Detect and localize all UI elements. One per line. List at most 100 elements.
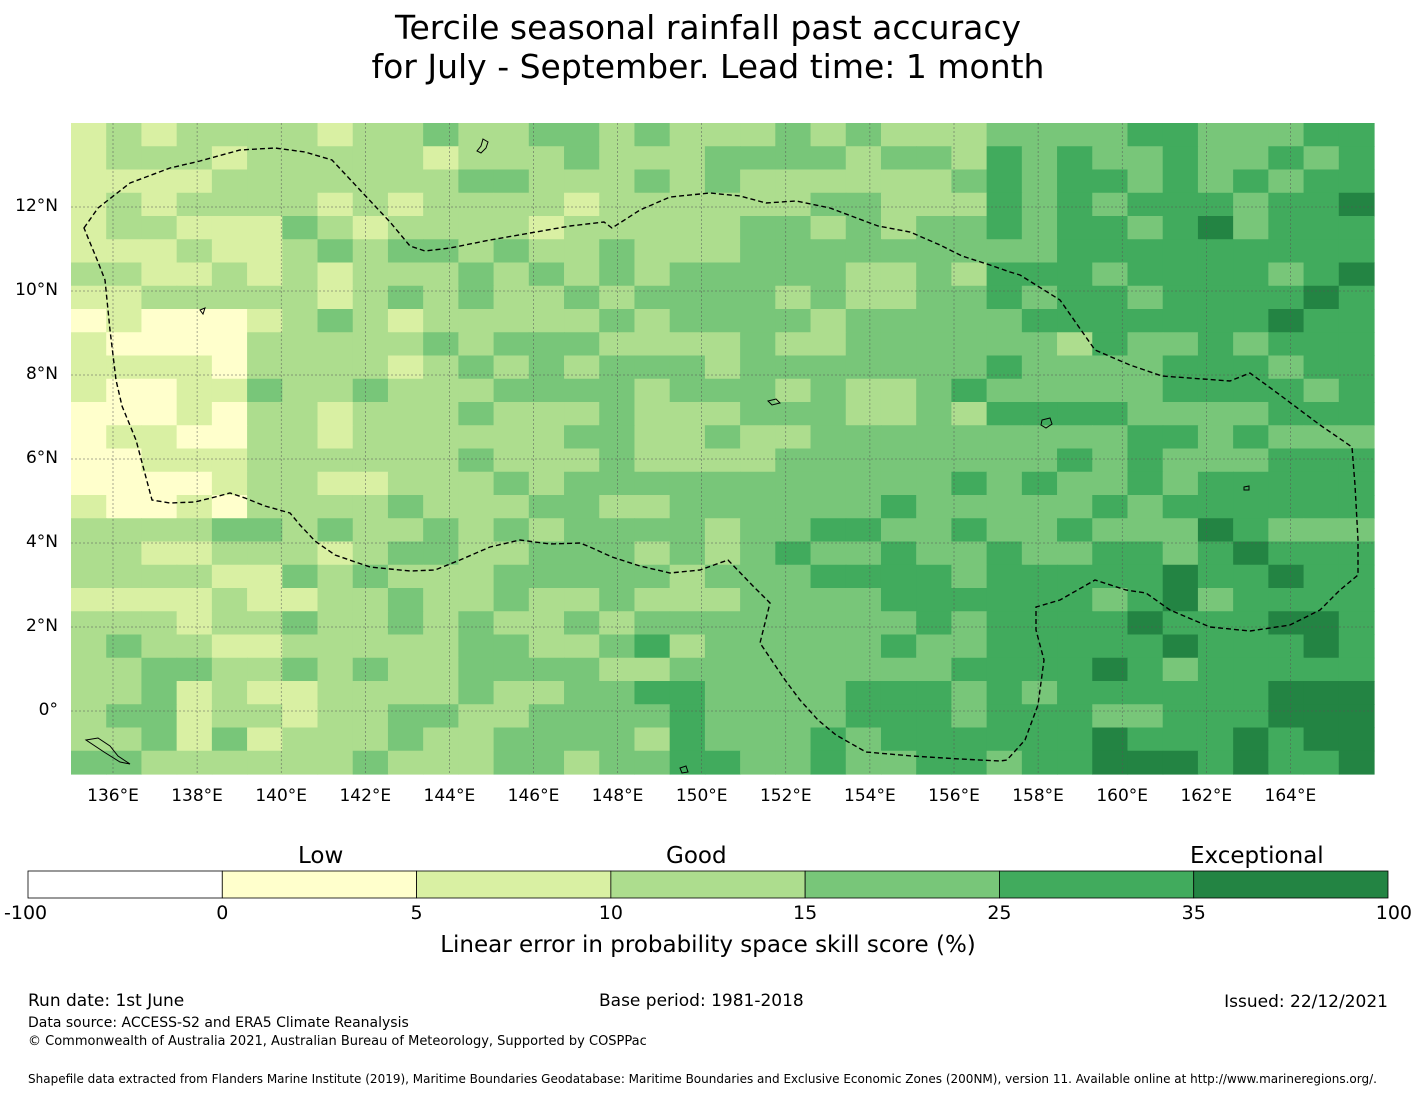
grid-cell [1197, 727, 1234, 752]
grid-cell [1303, 448, 1340, 473]
grid-cell [845, 588, 882, 612]
grid-cell [775, 192, 812, 217]
grid-cell [106, 123, 143, 147]
grid-cell [352, 239, 389, 264]
grid-cell [1057, 750, 1093, 775]
grid-cell [704, 495, 741, 519]
grid-cell [880, 285, 917, 310]
grid-cell [1127, 750, 1164, 775]
grid-cell [528, 518, 565, 543]
grid-cell [71, 588, 107, 612]
grid-cell [951, 402, 988, 426]
grid-cell [704, 518, 741, 543]
grid-cell [1162, 425, 1199, 450]
x-tick-label: 160°E [1096, 786, 1149, 806]
grid-cell [775, 216, 812, 240]
colorbar-tick-label: 25 [987, 902, 1012, 924]
grid-cell [951, 588, 988, 612]
grid-cell [564, 588, 600, 612]
grid-cell [916, 216, 953, 240]
grid-cell [458, 518, 495, 543]
grid-cell [71, 425, 107, 450]
grid-cell [845, 216, 882, 240]
grid-cell [1021, 611, 1058, 636]
grid-cell [634, 355, 671, 380]
grid-cell [247, 192, 283, 217]
y-tick-label: 4°N [25, 532, 58, 552]
grid-cell [599, 169, 636, 194]
grid-cell [71, 402, 107, 426]
grid-cell [669, 634, 706, 659]
grid-cell [458, 564, 495, 589]
grid-cell [458, 750, 495, 775]
x-tick-label: 136°E [87, 786, 139, 806]
grid-cell [423, 471, 459, 496]
grid-cell [1162, 611, 1199, 636]
grid-cell [387, 681, 424, 705]
grid-cell [211, 239, 248, 264]
grid-cell [387, 402, 424, 426]
grid-cell [387, 239, 424, 264]
grid-cell [669, 588, 706, 612]
grid-cell [1162, 332, 1199, 357]
grid-cell [1127, 471, 1164, 496]
grid-cell [1057, 727, 1093, 752]
grid-cell [986, 704, 1023, 729]
y-tick-label: 10°N [15, 280, 58, 300]
grid-cell [1303, 495, 1340, 519]
grid-cell [1162, 750, 1199, 775]
grid-cell [1127, 681, 1164, 705]
grid-cell [916, 146, 953, 171]
grid-cell [458, 285, 495, 310]
grid-cell [1233, 123, 1269, 147]
grid-cell [845, 355, 882, 380]
grid-cell [106, 448, 143, 473]
grid-cell [387, 471, 424, 496]
grid-cell [141, 495, 178, 519]
grid-cell [1021, 402, 1058, 426]
grid-cell [493, 564, 530, 589]
grid-cell [1162, 448, 1199, 473]
grid-cell [106, 239, 143, 264]
grid-cell [282, 378, 319, 403]
grid-cell [1233, 262, 1269, 287]
grid-cell [317, 518, 354, 543]
grid-cell [1162, 704, 1199, 729]
grid-cell [423, 123, 459, 147]
grid-cell [1021, 425, 1058, 450]
grid-cell [775, 727, 812, 752]
grid-cell [599, 518, 636, 543]
grid-cell [493, 727, 530, 752]
grid-cell [599, 309, 636, 333]
grid-cell [1057, 471, 1093, 496]
grid-cell [1303, 402, 1340, 426]
grid-cell [1303, 611, 1340, 636]
grid-cell [775, 541, 812, 566]
grid-cell [211, 378, 248, 403]
grid-cell [845, 332, 882, 357]
grid-cell [211, 681, 248, 705]
grid-cell [247, 564, 283, 589]
grid-cell [1021, 588, 1058, 612]
grid-cell [423, 588, 459, 612]
grid-cell [493, 657, 530, 682]
grid-cell [1197, 564, 1234, 589]
grid-cell [282, 216, 319, 240]
grid-cell [106, 681, 143, 705]
island-kosrae [1243, 485, 1250, 491]
grid-cell [141, 262, 178, 287]
grid-cell [141, 564, 178, 589]
grid-cell [845, 146, 882, 171]
grid-cell [986, 425, 1023, 450]
grid-cell [880, 564, 917, 589]
grid-cell [247, 262, 283, 287]
grid-cell [1233, 425, 1269, 450]
grid-cell [317, 564, 354, 589]
grid-cell [176, 448, 213, 473]
grid-cell [986, 727, 1023, 752]
grid-cell [669, 681, 706, 705]
grid-cell [528, 262, 565, 287]
grid-cell [493, 634, 530, 659]
grid-cell [211, 588, 248, 612]
